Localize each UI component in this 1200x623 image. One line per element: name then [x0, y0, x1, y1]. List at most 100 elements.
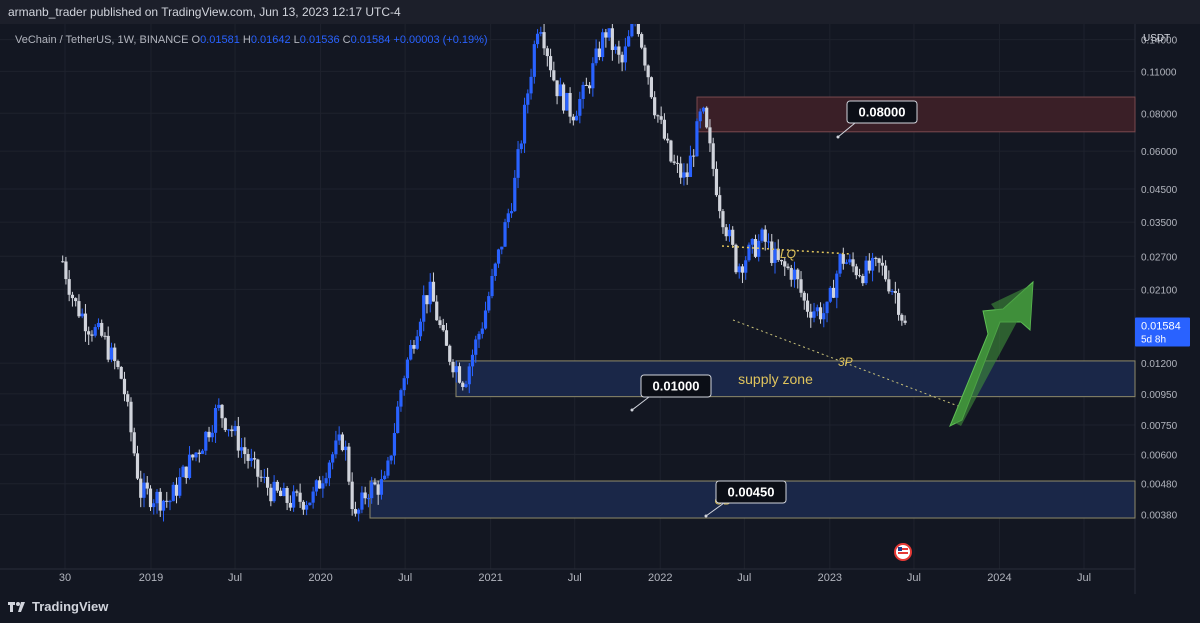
candle-body — [503, 222, 507, 247]
candle-body — [106, 335, 110, 360]
candle-body — [721, 211, 725, 228]
candle-body — [353, 509, 358, 514]
candle-body — [132, 432, 136, 454]
candle-body — [376, 484, 380, 495]
candle-body — [357, 509, 361, 514]
candle-body — [269, 487, 273, 502]
candle-body — [444, 330, 449, 346]
candle-body — [835, 273, 839, 298]
candle-body — [812, 311, 816, 318]
time-axis-tick: 2024 — [987, 572, 1011, 584]
high-label: H — [242, 34, 251, 46]
candle-body — [207, 431, 211, 438]
candle-body — [675, 162, 680, 164]
candle-body — [588, 85, 592, 89]
candle-body — [747, 244, 751, 261]
candle-body — [487, 296, 491, 311]
candle-body — [727, 229, 732, 237]
candle-body — [308, 502, 312, 506]
target-arrow-shade — [955, 284, 1033, 426]
candle-body — [145, 482, 149, 489]
candle-body — [191, 454, 195, 458]
price-chart[interactable]: OBsupply zoneOBLQ3P0.080000.010000.00450… — [0, 24, 1200, 594]
candle-body — [509, 211, 514, 214]
candle-body — [275, 481, 279, 491]
candle-body — [168, 501, 172, 503]
candle-body — [620, 54, 624, 63]
time-axis-tick: 2022 — [648, 572, 672, 584]
candle-body — [561, 84, 566, 111]
candle-body — [578, 98, 582, 116]
candle-body — [867, 260, 871, 271]
close-value: 0.01584 — [350, 34, 391, 46]
us-flag-stripe — [898, 552, 908, 554]
candle-body — [165, 500, 169, 502]
candle-body — [347, 446, 351, 482]
candle-body — [67, 279, 71, 295]
chart-area[interactable]: OBsupply zoneOBLQ3P0.080000.010000.00450… — [0, 24, 1200, 594]
candle-body — [405, 359, 410, 379]
candle-body — [334, 440, 338, 455]
candle-body — [474, 339, 478, 355]
candle-body — [636, 24, 640, 35]
candle-body — [204, 431, 208, 451]
candle-body — [770, 241, 774, 263]
candle-body — [412, 345, 416, 349]
candle-body — [548, 56, 553, 71]
candle-body — [480, 328, 484, 334]
candle-body — [877, 258, 881, 263]
price-axis-tick: 0.00750 — [1141, 421, 1178, 432]
candle-body — [617, 46, 621, 55]
candle-body — [799, 279, 803, 293]
candle-body — [90, 334, 94, 336]
candle-body — [239, 447, 244, 451]
candle-body — [796, 269, 800, 280]
candle-body — [714, 168, 719, 196]
publisher-bar: armanb_trader published on TradingView.c… — [0, 0, 1200, 24]
us-flag-canton — [898, 547, 902, 551]
candle-body — [558, 84, 562, 97]
candle-body — [630, 24, 634, 37]
price-axis-tick: 0.00380 — [1141, 511, 1178, 522]
candle-body — [223, 418, 227, 431]
candle-body — [737, 266, 741, 273]
candle-body — [574, 115, 579, 121]
candle-body — [70, 294, 75, 299]
candle-body — [161, 500, 166, 511]
candle-body — [831, 287, 836, 298]
candle-body — [109, 347, 114, 360]
candle-body — [591, 63, 595, 89]
candle-body — [552, 70, 556, 81]
candle-body — [669, 140, 673, 162]
candle-body — [252, 458, 257, 460]
candle-body — [643, 47, 647, 66]
candle-body — [292, 491, 296, 508]
candle-body — [152, 503, 156, 508]
candle-body — [584, 84, 588, 86]
candles-group — [61, 24, 907, 522]
candle-body — [506, 213, 510, 223]
candle-body — [653, 97, 657, 116]
candle-body — [857, 275, 862, 277]
candle-body — [139, 478, 143, 498]
candle-body — [708, 127, 712, 144]
candle-body — [181, 466, 185, 478]
candle-body — [155, 491, 159, 504]
candle-body — [874, 257, 878, 259]
candle-body — [760, 229, 764, 241]
candle-body — [477, 333, 481, 340]
candle-body — [731, 229, 735, 245]
candle-body — [226, 429, 231, 431]
candle-body — [779, 259, 784, 262]
candle-body — [116, 361, 120, 367]
callout-anchor-dot — [704, 514, 708, 518]
candle-body — [340, 434, 345, 451]
callout-box — [640, 374, 712, 398]
candle-body — [389, 455, 393, 461]
candle-body — [77, 301, 81, 317]
candle-body — [246, 454, 250, 461]
candle-body — [776, 248, 780, 260]
publisher-line: armanb_trader published on TradingView.c… — [8, 5, 401, 19]
candle-body — [321, 483, 325, 489]
candle-body — [734, 244, 738, 273]
